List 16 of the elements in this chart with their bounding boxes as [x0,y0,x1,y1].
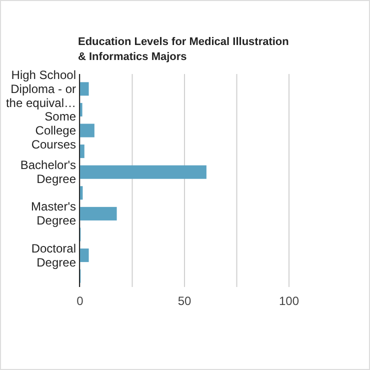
bar [80,124,94,138]
y-tick-label: Doctoral Degree [31,241,76,270]
bar [80,248,89,262]
x-tick-label: 100 [278,294,300,308]
bar [80,144,84,158]
y-tick-label: Some College Courses [31,110,76,152]
y-tick-label: High School Diploma - or the equival… [6,68,76,110]
chart-title: Education Levels for Medical Illustration & Informatics Majors [78,36,290,63]
bar [80,186,83,200]
bar [80,206,117,220]
bar [80,165,206,179]
bar [80,82,89,96]
y-tick-label: Master's Degree [31,200,76,228]
x-tick-label: 50 [178,294,192,308]
x-tick-label: 0 [76,294,84,308]
y-tick-label: Bachelor's Degree [20,158,76,186]
